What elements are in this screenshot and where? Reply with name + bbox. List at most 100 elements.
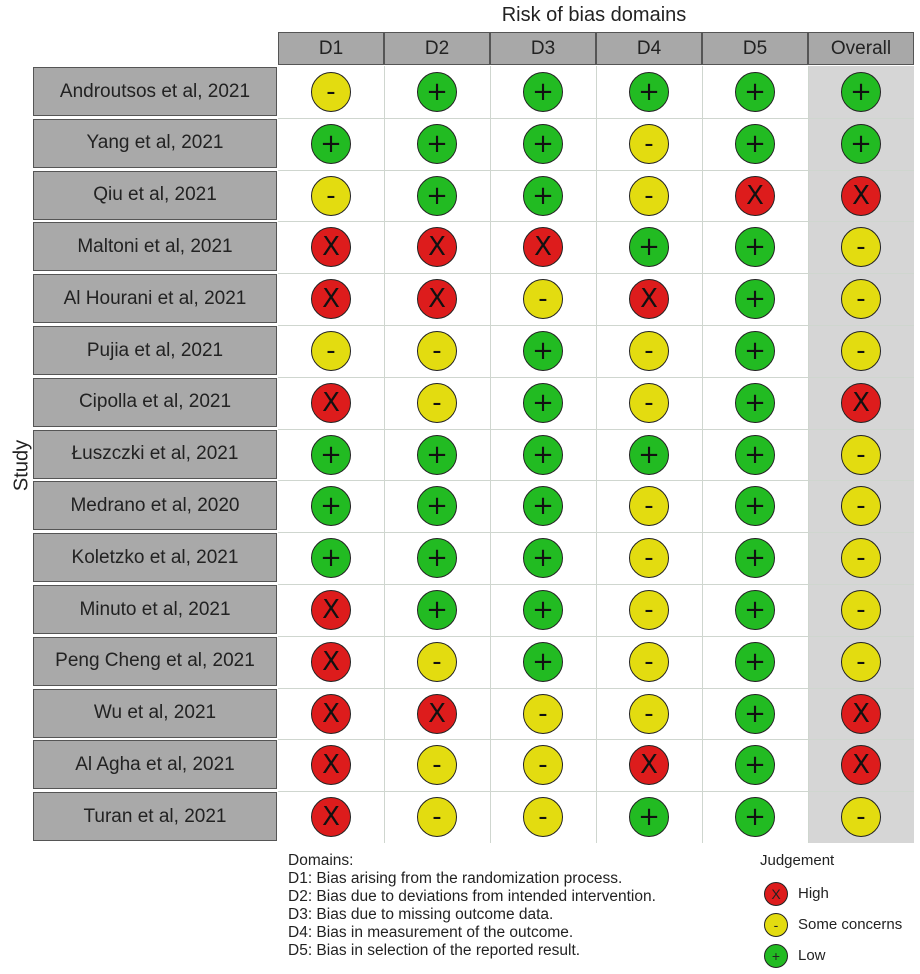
judgement-legend-title: Judgement [760, 852, 835, 869]
judgement-low-icon: + [523, 123, 563, 164]
judgement-some-icon: - [841, 434, 881, 475]
grid-line-horizontal [278, 117, 914, 119]
judgement-symbol: - [856, 594, 866, 625]
judgement-some-icon: - [629, 123, 669, 164]
judgement-symbol: + [532, 335, 554, 366]
judgement-low-icon: + [417, 123, 457, 164]
legend-label-low: Low [798, 947, 826, 964]
column-header-d3: D3 [490, 32, 596, 65]
judgement-some-icon: - [417, 745, 457, 786]
judgement-low-icon: + [417, 538, 457, 579]
grid-line-vertical [596, 66, 597, 843]
legend-label-some: Some concerns [798, 916, 903, 933]
judgement-low-icon: + [311, 123, 351, 164]
judgement-symbol: + [744, 76, 766, 107]
judgement-symbol: + [744, 284, 766, 315]
judgement-some-icon: - [311, 330, 351, 371]
judgement-high-icon: X [841, 745, 881, 786]
judgement-some-icon: - [629, 693, 669, 734]
judgement-symbol: + [744, 387, 766, 418]
judgement-low-icon: + [629, 434, 669, 475]
judgement-symbol: X [640, 750, 658, 781]
column-header-overall: Overall [808, 32, 914, 65]
judgement-low-icon: + [523, 175, 563, 216]
judgement-low-icon: + [629, 227, 669, 268]
judgement-symbol: + [320, 543, 342, 574]
judgement-high-icon: X [311, 589, 351, 630]
grid-line-vertical [702, 66, 703, 843]
judgement-symbol: + [744, 491, 766, 522]
judgement-symbol: X [852, 387, 870, 418]
study-label: Minuto et al, 2021 [33, 585, 277, 634]
judgement-symbol: + [744, 439, 766, 470]
judgement-symbol: + [532, 387, 554, 418]
judgement-high-icon: X [311, 227, 351, 268]
judgement-high-icon: X [311, 641, 351, 682]
judgement-symbol: - [856, 284, 866, 315]
judgement-high-icon: X [417, 693, 457, 734]
study-label: Cipolla et al, 2021 [33, 377, 277, 427]
domains-legend: Domains: D1: Bias arising from the rando… [288, 852, 656, 960]
judgement-symbol: + [426, 543, 448, 574]
judgement-symbol: + [532, 491, 554, 522]
judgement-symbol: X [322, 284, 340, 315]
judgement-symbol: + [638, 76, 660, 107]
judgement-symbol: - [644, 594, 654, 625]
judgement-symbol: + [744, 594, 766, 625]
grid-line-vertical [490, 66, 491, 843]
study-label: Wu et al, 2021 [33, 688, 277, 738]
study-label: Androutsos et al, 2021 [33, 67, 277, 116]
judgement-low-icon: + [523, 641, 563, 682]
chart-title: Risk of bias domains [501, 4, 687, 26]
judgement-symbol: X [322, 802, 340, 833]
judgement-low-icon: + [523, 71, 563, 112]
judgement-symbol: + [638, 802, 660, 833]
judgement-symbol: - [326, 335, 336, 366]
grid-line-horizontal [278, 635, 914, 637]
judgement-low-icon: + [417, 434, 457, 475]
judgement-low-icon: + [841, 123, 881, 164]
judgement-symbol: + [426, 439, 448, 470]
column-header-d1: D1 [278, 32, 384, 65]
judgement-low-icon: + [735, 71, 775, 112]
judgement-low-icon: + [735, 538, 775, 579]
judgement-some-icon: - [629, 175, 669, 216]
judgement-some-icon: - [841, 589, 881, 630]
judgement-low-icon: + [311, 486, 351, 527]
judgement-symbol: X [534, 232, 552, 263]
judgement-symbol: + [320, 128, 342, 159]
column-header-d2: D2 [384, 32, 490, 65]
judgement-symbol: - [644, 128, 654, 159]
judgement-symbol: - [644, 335, 654, 366]
grid-line-horizontal [278, 687, 914, 689]
judgement-symbol: + [532, 594, 554, 625]
judgement-high-icon: X [841, 175, 881, 216]
judgement-symbol: - [326, 180, 336, 211]
judgement-high-icon: X [311, 745, 351, 786]
judgement-some-icon: - [841, 538, 881, 579]
judgement-high-icon: X [311, 693, 351, 734]
column-header-d4: D4 [596, 32, 702, 65]
judgement-high-icon: X [523, 227, 563, 268]
judgement-symbol: X [746, 180, 764, 211]
judgement-symbol: - [856, 646, 866, 677]
judgement-symbol: + [532, 439, 554, 470]
study-label: Peng Cheng et al, 2021 [33, 636, 277, 686]
judgement-symbol: - [644, 180, 654, 211]
judgement-low-icon: + [417, 486, 457, 527]
judgement-high-icon: X [417, 227, 457, 268]
legend-low-icon: + [764, 944, 788, 968]
judgement-symbol: X [428, 698, 446, 729]
judgement-symbol: + [744, 646, 766, 677]
judgement-some-icon: - [311, 71, 351, 112]
legend-some-icon: - [764, 913, 788, 937]
judgement-symbol: + [426, 180, 448, 211]
judgement-some-icon: - [523, 279, 563, 320]
judgement-symbol: X [852, 750, 870, 781]
judgement-symbol: + [426, 76, 448, 107]
domain-description: D4: Bias in measurement of the outcome. [288, 924, 574, 941]
grid-line-horizontal [278, 584, 914, 585]
judgement-symbol: X [322, 698, 340, 729]
study-label: Koletzko et al, 2021 [33, 533, 277, 583]
judgement-symbol: - [644, 698, 654, 729]
